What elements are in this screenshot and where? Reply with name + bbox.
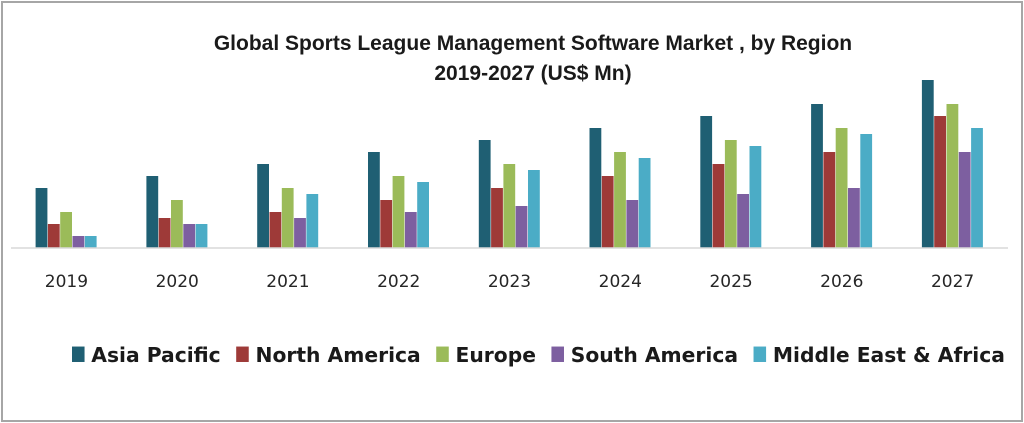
legend-swatch (753, 346, 767, 362)
bar-2026-middle-east-africa (860, 134, 873, 248)
bar-2021-south-america (294, 218, 306, 248)
bar-2024-north-america (601, 176, 614, 248)
bar-2026-north-america (823, 152, 836, 248)
x-tick-label: 2022 (377, 272, 420, 292)
bar-2023-north-america (491, 188, 503, 248)
bar-2019-asia-pacific (35, 188, 48, 248)
bar-2019-south-america (72, 236, 85, 248)
legend: Asia Pacific North America Europe South Ame… (72, 343, 1005, 367)
x-tick-label: 2027 (931, 272, 974, 292)
bar-2020-middle-east-africa (195, 224, 208, 248)
bar-2023-europe (503, 164, 516, 248)
bar-2019-north-america (47, 224, 60, 248)
bar-2021-asia-pacific (257, 164, 269, 248)
bar-2025-north-america (712, 164, 725, 248)
legend-label: Middle East & Africa (773, 343, 1005, 367)
bar-2022-north-america (380, 200, 393, 248)
bar-2019-europe (60, 212, 72, 248)
bar-2024-middle-east-africa (638, 158, 651, 248)
bar-2020-asia-pacific (146, 176, 159, 248)
bar-2020-north-america (158, 218, 171, 248)
x-tick-label: 2023 (488, 272, 531, 292)
bar-2022-europe (392, 176, 405, 248)
x-tick-label: 2019 (45, 272, 88, 292)
x-tick-label: 2026 (820, 272, 863, 292)
bar-2027-europe (946, 104, 959, 248)
legend-swatch (72, 346, 85, 362)
bar-2027-south-america (958, 152, 971, 248)
bar-2020-europe (171, 200, 183, 248)
bar-2020-south-america (183, 224, 196, 248)
x-tick-label: 2025 (709, 272, 752, 292)
bar-2022-middle-east-africa (417, 182, 429, 248)
bar-2021-europe (281, 188, 294, 248)
bar-2026-europe (835, 128, 848, 248)
bar-2024-south-america (626, 200, 639, 248)
bar-2021-north-america (269, 212, 282, 248)
bar-2022-south-america (404, 212, 417, 248)
bar-2027-north-america (934, 116, 946, 248)
bar-2021-middle-east-africa (306, 194, 319, 248)
bar-2027-asia-pacific (921, 80, 934, 248)
bar-2024-europe (614, 152, 626, 248)
legend-swatch (551, 346, 564, 362)
x-tick-label: 2020 (156, 272, 199, 292)
bar-2023-south-america (515, 206, 528, 248)
bar-2025-south-america (737, 194, 749, 248)
bar-2019-middle-east-africa (84, 236, 97, 248)
bar-2026-south-america (848, 188, 860, 248)
legend-label: Asia Pacific (91, 343, 220, 367)
bar-2023-middle-east-africa (528, 170, 540, 248)
bar-2025-europe (724, 140, 737, 248)
x-tick-labels: 2019 2020 2021 2022 2023 2024 2025 2026 2027 (45, 272, 974, 292)
legend-swatch (236, 346, 249, 362)
x-tick-label: 2021 (266, 272, 309, 292)
bar-2024-asia-pacific (589, 128, 602, 248)
bar-2022-asia-pacific (368, 152, 380, 248)
x-tick-label: 2024 (599, 272, 642, 292)
legend-swatch (436, 346, 449, 362)
bar-2025-asia-pacific (700, 116, 713, 248)
chart-subtitle: 2019-2027 (US$ Mn) (434, 62, 631, 85)
bar-2023-asia-pacific (478, 140, 491, 248)
bar-group (35, 80, 983, 248)
legend-label: Europe (456, 343, 536, 367)
bar-2026-asia-pacific (811, 104, 823, 248)
bar-2025-middle-east-africa (749, 146, 762, 248)
bar-2027-middle-east-africa (971, 128, 983, 248)
legend-label: North America (255, 343, 420, 367)
chart-title: Global Sports League Management Software… (214, 32, 852, 55)
legend-label: South America (571, 343, 738, 367)
